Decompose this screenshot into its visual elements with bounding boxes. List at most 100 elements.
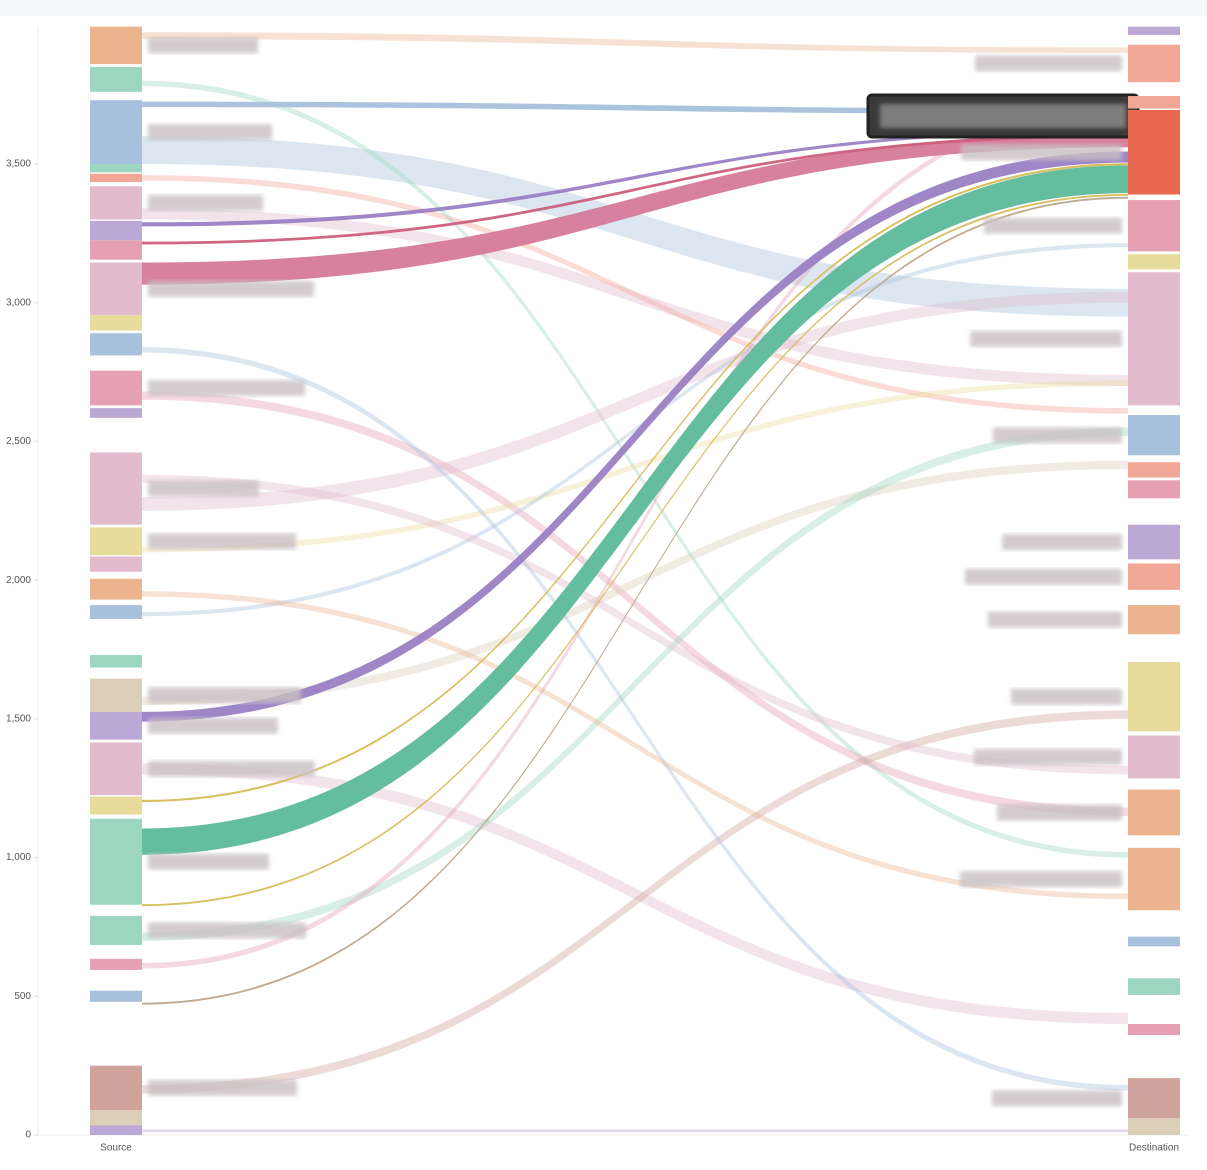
node <box>90 990 142 1002</box>
node <box>90 1065 142 1111</box>
node <box>1128 605 1180 635</box>
flow <box>142 136 1128 317</box>
node <box>90 605 142 619</box>
y-tick-label: 2,000 <box>6 575 31 586</box>
blurred-label <box>148 280 314 297</box>
x-tick-label: Source <box>100 1143 132 1154</box>
y-tick-label: 1,500 <box>6 713 31 724</box>
y-tick-label: 1,000 <box>6 852 31 863</box>
blurred-label <box>148 194 263 211</box>
blurred-label <box>148 760 315 777</box>
node <box>1128 415 1180 456</box>
flow <box>142 427 1128 941</box>
node <box>1128 254 1180 270</box>
node <box>90 408 142 418</box>
flow <box>142 591 1128 900</box>
node <box>1128 1024 1180 1036</box>
flow <box>142 163 1128 803</box>
blurred-label <box>148 533 296 550</box>
blurred-label <box>148 37 258 54</box>
node <box>90 186 142 220</box>
flow <box>142 193 1128 907</box>
flow <box>142 175 1128 414</box>
blurred-label <box>988 611 1122 628</box>
blurred-label <box>975 55 1122 72</box>
node <box>1128 789 1180 836</box>
node <box>90 711 142 740</box>
node <box>1128 847 1180 911</box>
blurred-label <box>148 853 269 870</box>
flow <box>142 1129 1128 1133</box>
node <box>90 100 142 164</box>
blurred-label <box>970 330 1122 347</box>
node <box>1128 735 1180 779</box>
node <box>1128 200 1180 252</box>
y-tick-label: 0 <box>25 1130 31 1141</box>
flow <box>142 133 1128 285</box>
blurred-label <box>148 124 272 141</box>
node <box>1128 978 1180 995</box>
blurred-label <box>148 1079 297 1096</box>
node <box>1128 480 1180 499</box>
node <box>1128 272 1180 406</box>
node <box>1128 109 1180 195</box>
y-tick-label: 2,500 <box>6 436 31 447</box>
node <box>90 678 142 712</box>
node <box>90 315 142 331</box>
node <box>1128 462 1180 478</box>
blurred-label <box>148 480 259 497</box>
flow <box>142 243 1128 617</box>
flows <box>142 32 1128 1133</box>
blurred-label <box>997 804 1122 821</box>
blurred-label <box>960 871 1122 888</box>
node <box>1128 661 1180 732</box>
node <box>90 655 142 668</box>
tooltip-blurred-text <box>880 104 1126 128</box>
node <box>90 262 142 316</box>
node <box>90 163 142 173</box>
node <box>1128 1078 1180 1119</box>
node <box>90 556 142 572</box>
tooltip <box>866 93 1140 139</box>
y-tick-label: 3,000 <box>6 297 31 308</box>
node <box>90 527 142 556</box>
blurred-label <box>965 568 1122 585</box>
blurred-label <box>148 717 278 734</box>
node <box>1128 524 1180 560</box>
flow <box>142 102 1128 969</box>
node <box>90 958 142 970</box>
blurred-label <box>992 1090 1122 1107</box>
node <box>90 796 142 815</box>
node <box>90 742 142 796</box>
node <box>1128 44 1180 83</box>
flow <box>142 165 1128 855</box>
node <box>1128 26 1180 35</box>
flow <box>142 32 1128 54</box>
flow <box>142 710 1128 1094</box>
flow <box>142 763 1128 1025</box>
y-tick-label: 500 <box>14 991 31 1002</box>
flow <box>142 391 1128 816</box>
flow <box>142 291 1128 511</box>
top-bar <box>0 0 1207 16</box>
node <box>90 915 142 945</box>
node <box>1128 96 1180 109</box>
node <box>90 578 142 600</box>
y-tick-label: 3,500 <box>6 159 31 170</box>
node <box>90 173 142 183</box>
blurred-label <box>148 380 305 397</box>
node <box>90 66 142 92</box>
node <box>1128 936 1180 947</box>
flow <box>142 380 1128 553</box>
flow <box>142 129 1128 227</box>
node <box>90 1125 142 1135</box>
node <box>90 818 142 905</box>
blurred-label <box>974 749 1122 766</box>
blurred-labels <box>148 37 1122 1107</box>
flow <box>142 151 1128 722</box>
node <box>90 26 142 65</box>
blurred-label <box>984 217 1122 234</box>
blurred-label <box>148 687 301 704</box>
blurred-label <box>1011 688 1122 705</box>
node <box>1128 1118 1180 1135</box>
